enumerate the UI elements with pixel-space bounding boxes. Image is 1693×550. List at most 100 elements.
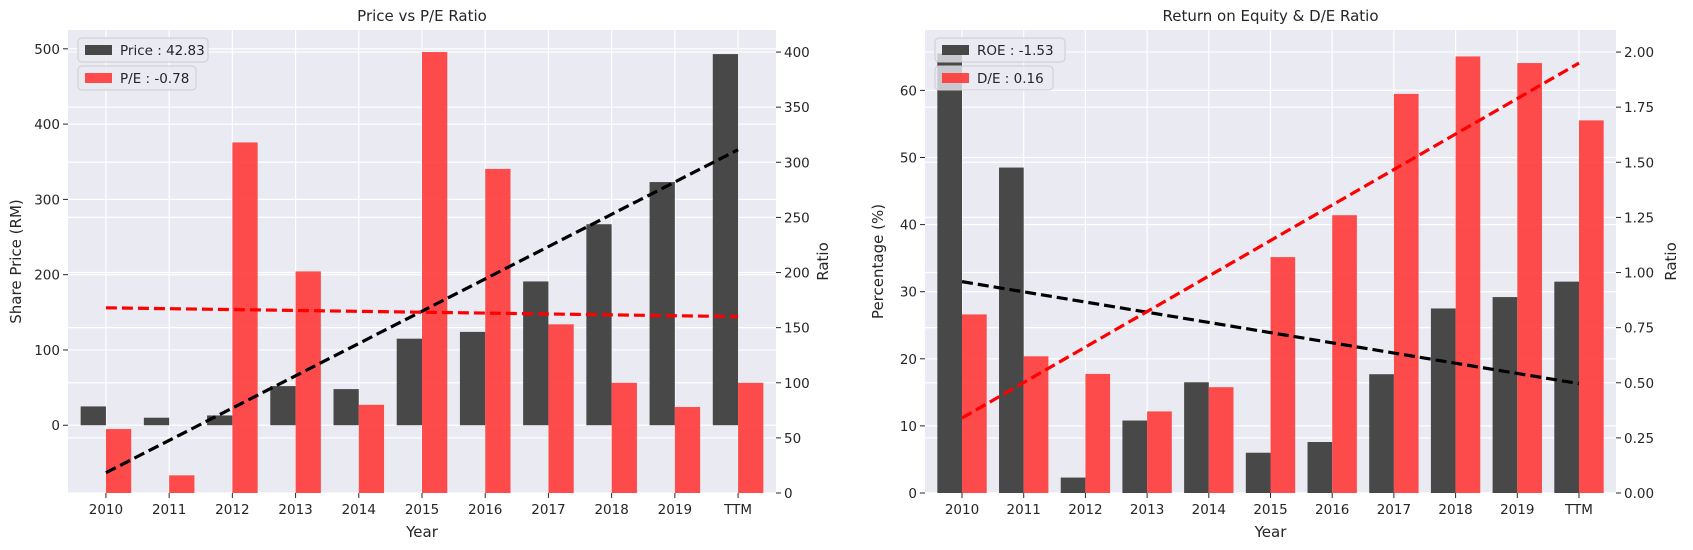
bar-roe [1369,374,1394,493]
bar-roe [1492,297,1518,493]
x-axis-label: Year [405,523,439,541]
bar-pe [169,475,195,493]
x-tick-label: 2012 [1068,502,1102,518]
bar-de [1517,63,1542,493]
x-tick-label: 2016 [1315,502,1349,518]
bar-roe [1307,442,1333,493]
bar-de [1332,215,1357,493]
legend-label: ROE : -1.53 [977,43,1054,59]
y2-tick-label: 200 [784,266,810,282]
y-tick-label: 0 [908,486,917,502]
bar-pe [674,407,701,493]
legend-label: Price : 42.83 [120,43,205,59]
bar-price [333,389,359,426]
x-tick-label: 2010 [89,502,123,518]
bar-roe [999,167,1024,493]
bar-pe [295,271,321,493]
legend-swatch [942,73,969,83]
bar-de [1578,120,1604,494]
y-tick-label: 200 [34,268,60,284]
bar-roe [937,53,963,494]
y2-tick-label: 1.25 [1624,210,1654,226]
bar-price [712,54,739,426]
y2-tick-label: 250 [784,210,810,226]
x-tick-label: 2014 [342,502,376,518]
legend-label: D/E : 0.16 [977,71,1044,87]
bar-de [1270,257,1296,493]
legend-red: P/E : -0.78 [77,65,197,91]
x-tick-label: 2019 [1500,502,1534,518]
x-tick-label: 2012 [215,502,249,518]
x-tick-label: 2018 [1438,502,1472,518]
y-tick-label: 40 [900,218,917,234]
bar-price [396,338,422,426]
legend-box [77,65,197,91]
y-tick-label: 100 [34,343,60,359]
bar-price [649,182,675,426]
y2-tick-label: 0.25 [1624,431,1654,447]
y2-tick-label: 0 [784,486,793,502]
bar-pe [611,382,637,493]
y-tick-label: 400 [34,117,60,133]
y2-tick-label: 0.00 [1624,486,1654,502]
bar-de [1393,93,1419,493]
bar-pe [358,404,385,493]
y2-tick-label: 300 [784,155,810,171]
y2-tick-label: 1.75 [1624,100,1654,116]
legend-red: D/E : 0.16 [934,65,1054,91]
bar-roe [1122,420,1148,493]
bars [80,52,764,494]
bar-de [1208,387,1234,493]
bar-roe [1060,477,1086,493]
bar-de [1147,411,1172,493]
x-tick-label: 2019 [658,502,692,518]
y-tick-label: 60 [900,83,917,99]
trendline-black [961,280,1580,386]
x-tick-label: 2013 [1130,502,1164,518]
x-axis-label: Year [1254,523,1288,541]
legend-swatch [85,73,112,83]
y-tick-label: 50 [900,150,917,166]
bar-price [80,406,106,426]
y2-tick-label: 1.00 [1624,266,1654,282]
legend-dark: ROE : -1.53 [934,37,1066,63]
bar-de [1085,373,1111,493]
chart-2: 0 10 20 30 40 50 60 0.00 0.25 0.50 0.75 1.00 1.25 1.5… [869,7,1680,541]
legend-label: P/E : -0.78 [120,71,189,87]
bar-price [143,417,170,426]
y2-tick-label: 0.75 [1624,321,1654,337]
y-tick-label: 10 [900,419,917,435]
legend-box [934,37,1066,63]
y-tick-label: 0 [51,418,60,434]
bar-pe [232,142,258,493]
bar-pe [738,382,764,493]
x-tick-label: 2014 [1192,502,1226,518]
x-tick-label: TTM [1564,502,1593,518]
legend-dark: Price : 42.83 [77,37,209,63]
chart-title: Return on Equity & D/E Ratio [1162,7,1378,25]
bar-roe [1184,382,1209,493]
bar-price [586,224,612,426]
y-tick-label: 500 [34,42,60,58]
bar-pe [422,52,448,494]
bar-de [1023,356,1049,493]
bar-de [962,314,987,493]
y2-tick-label: 350 [784,100,810,116]
bar-roe [1245,452,1271,493]
trendline-red [105,306,739,319]
bars [937,53,1604,494]
x-tick-label: 2017 [1377,502,1411,518]
y2-tick-label: 50 [784,431,801,447]
x-tick-label: 2018 [594,502,628,518]
y-axis-label: Percentage (%) [869,204,887,319]
x-tick-label: 2013 [278,502,312,518]
bar-roe [1430,308,1456,493]
x-tick-label: 2017 [531,502,565,518]
x-tick-label: 2016 [468,502,502,518]
chart-1: 0 100 200 300 400 500 0 50 100 150 200 250 300 350 400… [7,7,832,541]
x-tick-label: 2011 [1007,502,1041,518]
x-tick-label: 2011 [152,502,186,518]
y2-tick-label: 150 [784,321,810,337]
bar-pe [485,168,511,493]
